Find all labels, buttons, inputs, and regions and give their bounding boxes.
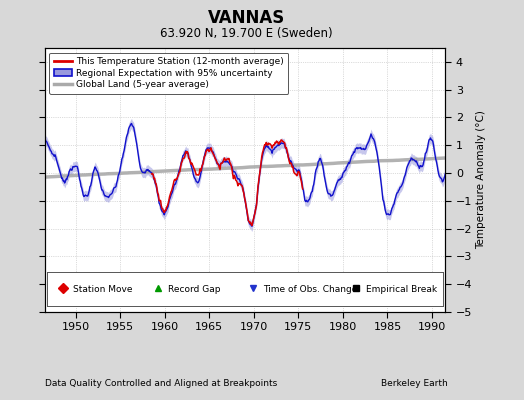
Text: VANNAS: VANNAS [208, 9, 285, 27]
Text: Record Gap: Record Gap [168, 284, 220, 294]
Text: Berkeley Earth: Berkeley Earth [381, 380, 448, 388]
Y-axis label: Temperature Anomaly (°C): Temperature Anomaly (°C) [476, 110, 486, 250]
Text: 63.920 N, 19.700 E (Sweden): 63.920 N, 19.700 E (Sweden) [160, 28, 333, 40]
Text: Empirical Break: Empirical Break [366, 284, 437, 294]
Text: Station Move: Station Move [73, 284, 133, 294]
Text: Data Quality Controlled and Aligned at Breakpoints: Data Quality Controlled and Aligned at B… [45, 380, 277, 388]
Legend: This Temperature Station (12-month average), Regional Expectation with 95% uncer: This Temperature Station (12-month avera… [49, 52, 288, 94]
Text: Time of Obs. Change: Time of Obs. Change [263, 284, 357, 294]
